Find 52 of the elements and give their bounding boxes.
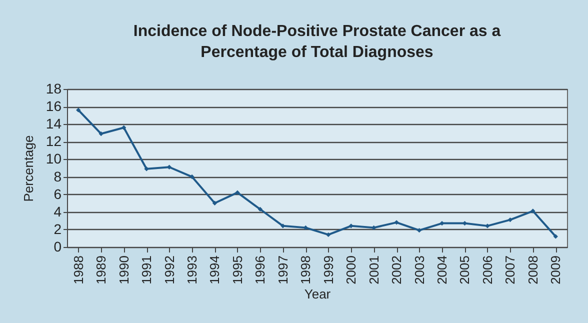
point [326,232,331,238]
x-tick-label: 2004 [434,256,450,284]
point [258,206,263,212]
y-tick-label: 10 [46,150,62,167]
x-tick-label: 1992 [162,256,177,284]
y-tick-label: 4 [54,203,62,220]
point [121,125,126,130]
x-tick-label: 1988 [70,256,86,284]
point [235,190,240,195]
point [485,224,490,228]
x-tick-label: 2002 [389,256,404,284]
y-tick-label: 12 [46,133,62,150]
point [144,166,149,172]
point [416,228,422,233]
x-tick-label: 1995 [230,256,245,284]
x-tick-label: 2007 [502,256,518,284]
x-tick-label: 1993 [184,256,200,284]
point [76,108,81,112]
x-tick-label: 2006 [480,256,495,284]
x-tick-label: 1999 [320,256,336,284]
y-tick-label: 2 [54,220,62,237]
y-tick-label: 14 [46,116,62,132]
y-tick-label: 6 [54,186,62,202]
x-tick-label: 2001 [366,256,382,284]
x-tick-label: 1998 [298,256,314,284]
x-tick-label: 2005 [457,256,472,284]
x-tick-label: 2008 [525,256,540,284]
point [98,131,104,136]
x-tick-label: 2009 [548,256,564,284]
x-axis-title: Year [304,286,332,302]
y-tick-label: 16 [46,98,62,114]
text: Incidence of Node-Positive Prostate Cancer as a [133,23,501,40]
y-tick-label: 18 [46,80,62,96]
point [553,234,558,239]
point [530,208,536,214]
x-tick-label: 1997 [275,256,290,284]
y-tick-label: 0 [54,238,62,254]
point [212,200,218,206]
x-tick-label: 1994 [207,256,222,284]
text: Percentage of Total Diagnoses [200,44,434,61]
x-tick-label: 1990 [116,256,132,284]
line-series [76,108,558,239]
x-tick-label: 1989 [94,256,109,284]
x-tick-label: 2000 [344,256,359,284]
x-tick-label: 2003 [412,256,427,284]
point [190,174,194,180]
x-tick-label: 1991 [139,256,154,284]
y-tick-label: 8 [54,168,62,184]
y-axis-title: Percentage [20,135,36,202]
x-tick-label: 1996 [252,256,268,284]
point [508,217,513,222]
point [394,220,399,225]
